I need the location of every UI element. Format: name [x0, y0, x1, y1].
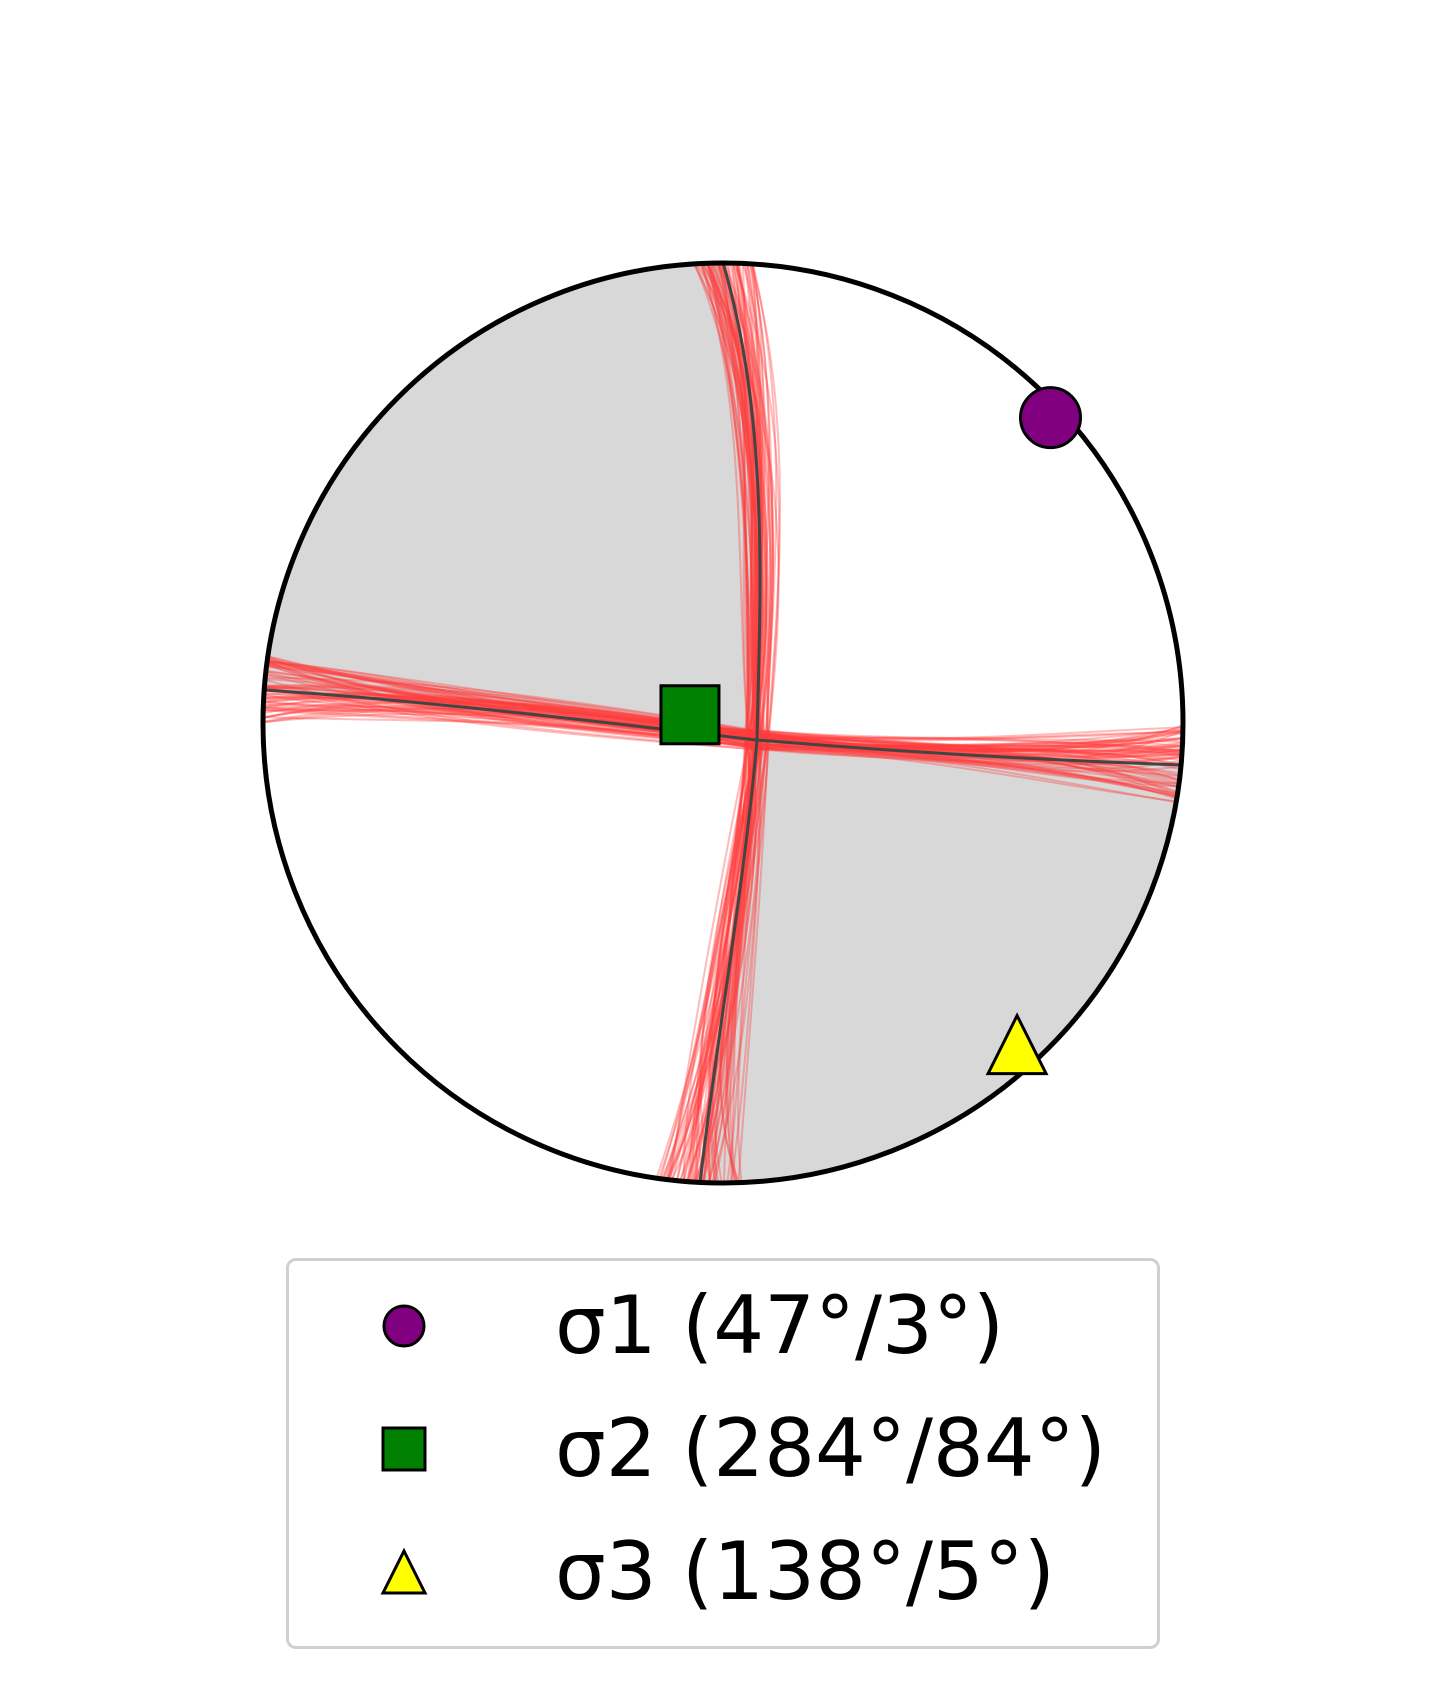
legend-entry-sigma1: σ1 (47°/3°) — [289, 1271, 1157, 1381]
legend-label-sigma3: σ3 (138°/5°) — [555, 1525, 1055, 1618]
legend-label-sigma1: σ1 (47°/3°) — [555, 1279, 1005, 1372]
sigma2-marker — [659, 684, 721, 746]
nodal-plane-mean-ns — [698, 263, 762, 1183]
legend-entry-sigma2: σ2 (284°/84°) — [289, 1394, 1157, 1504]
legend: σ1 (47°/3°) σ2 (284°/84°) σ3 (138°/5°) — [286, 1258, 1160, 1649]
circle-marker-icon — [382, 1304, 426, 1348]
primitive-circle — [260, 260, 1186, 1186]
legend-entry-sigma3: σ3 (138°/5°) — [289, 1517, 1157, 1627]
sigma1-marker — [1019, 386, 1083, 450]
triangle-marker-icon — [380, 1547, 428, 1595]
legend-label-sigma2: σ2 (284°/84°) — [555, 1402, 1106, 1495]
compression-quadrant-nw — [263, 263, 760, 740]
square-marker-icon — [381, 1426, 427, 1472]
sigma3-marker — [985, 1012, 1049, 1076]
